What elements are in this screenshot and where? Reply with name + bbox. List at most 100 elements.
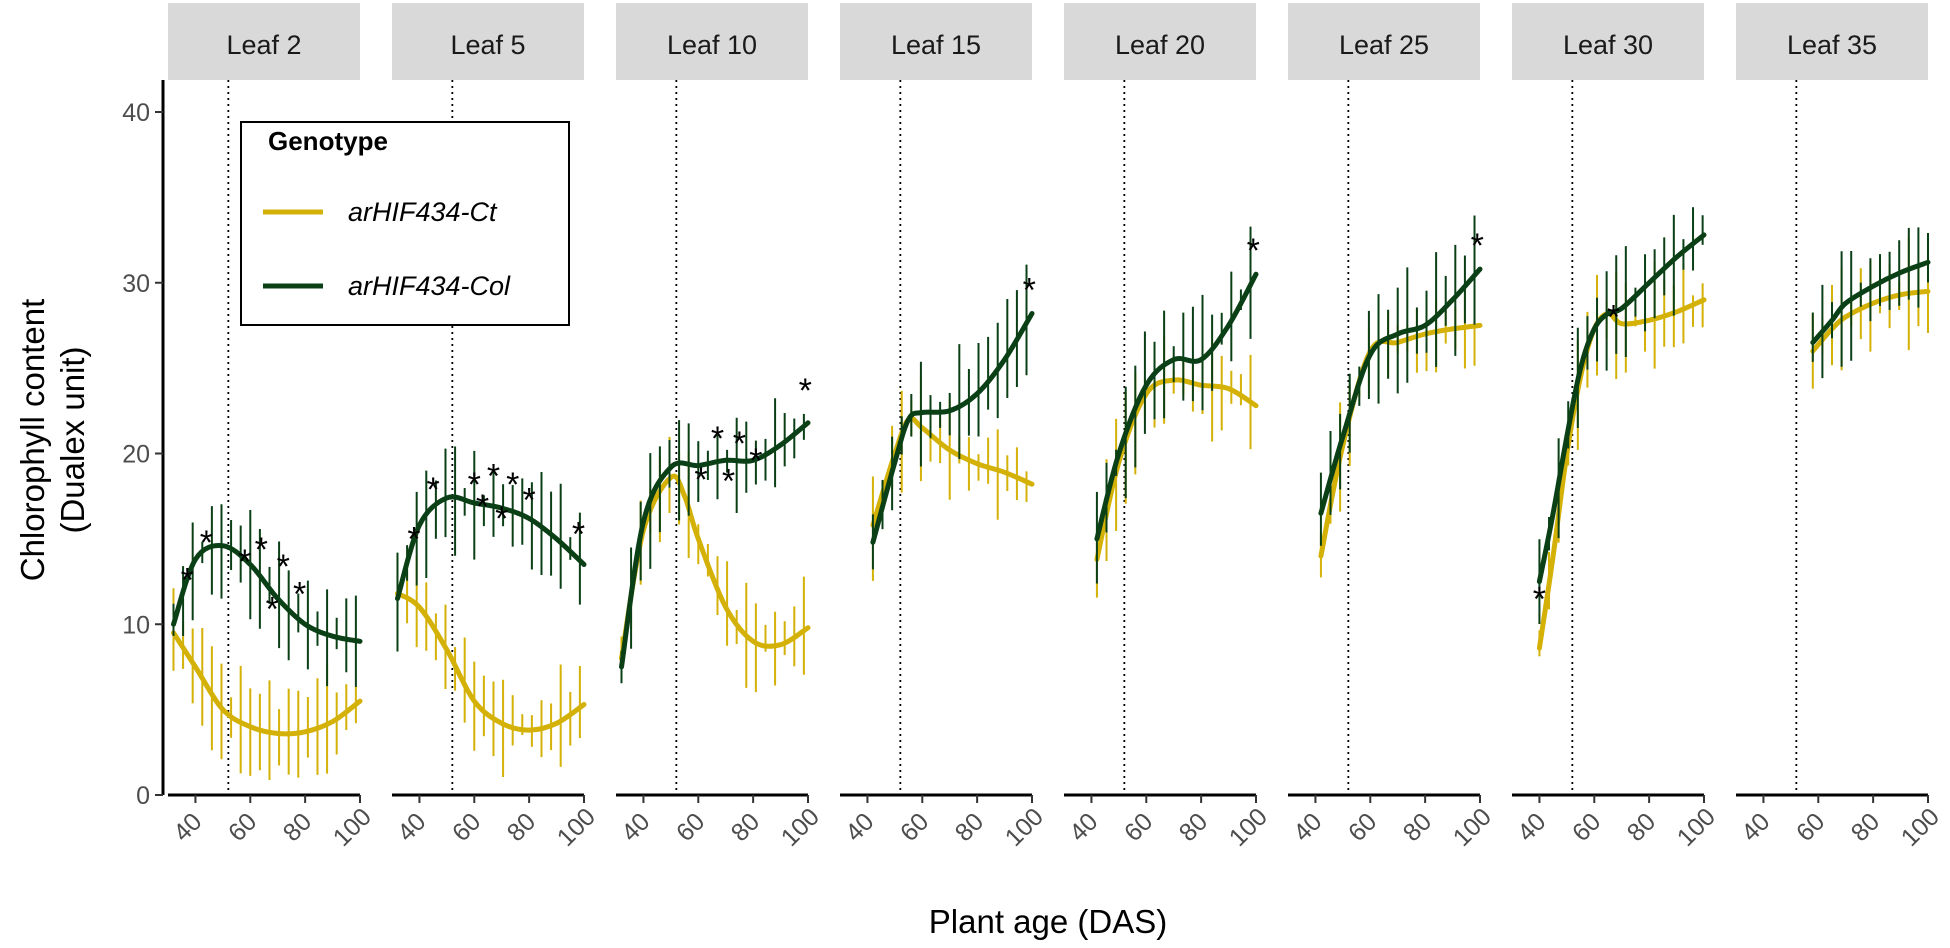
- series-line: [870, 415, 1035, 528]
- series-arhif434-col: [870, 264, 1035, 570]
- y-tick-label: 40: [122, 99, 150, 127]
- x-tick-label: 60: [671, 808, 710, 847]
- significance-star: *: [1471, 227, 1484, 265]
- series-arhif434-col: [171, 504, 363, 687]
- significance-star: *: [468, 466, 481, 504]
- series-arhif434-col: [1094, 226, 1259, 584]
- significance-star: *: [293, 575, 306, 613]
- significance-star: *: [200, 524, 213, 562]
- legend-entry-label: arHIF434-Ct: [348, 197, 498, 227]
- significance-star: *: [1247, 232, 1260, 270]
- significance-star: *: [407, 521, 420, 559]
- panel-leaf-20: Leaf 20 40 60 80 100 *: [1064, 3, 1273, 852]
- legend-title: Genotype: [268, 126, 388, 156]
- x-tick-label: 100: [1672, 803, 1721, 852]
- x-tick-label: 80: [1398, 808, 1437, 847]
- facet-strip: [840, 3, 1032, 80]
- series-arhif434-ct: [1094, 336, 1259, 598]
- significance-star: *: [495, 500, 508, 538]
- panel-leaf-35: Leaf 35 40 60 80 100: [1736, 3, 1945, 852]
- facet-strip: [1064, 3, 1256, 80]
- legend-entry-label: arHIF434-Col: [348, 271, 511, 301]
- x-tick-label: 40: [1736, 808, 1775, 847]
- x-tick-label: 80: [726, 808, 765, 847]
- y-axis-title-line: Chlorophyll content: [14, 299, 51, 582]
- facet-label: Leaf 5: [450, 30, 525, 60]
- x-tick-label: 60: [223, 808, 262, 847]
- x-tick-label: 40: [392, 808, 431, 847]
- series-line: [171, 543, 363, 644]
- series-line: [395, 591, 587, 733]
- series-line: [1094, 271, 1259, 542]
- facet-strip: [392, 3, 584, 80]
- significance-star: *: [277, 548, 290, 586]
- x-tick-label: 40: [840, 808, 879, 847]
- facet-label: Leaf 30: [1563, 30, 1653, 60]
- y-tick-label: 30: [122, 270, 150, 298]
- series-arhif434-col: [619, 398, 811, 684]
- series-line: [619, 420, 811, 670]
- x-tick-label: 60: [895, 808, 934, 847]
- x-tick-label: 80: [1174, 808, 1213, 847]
- significance-star: *: [266, 591, 279, 629]
- x-tick-label: 40: [1288, 808, 1327, 847]
- significance-star: *: [572, 516, 585, 554]
- significance-star: *: [238, 543, 251, 581]
- significance-star: *: [506, 466, 519, 504]
- significance-star: *: [255, 531, 268, 569]
- significance-star: *: [487, 457, 500, 495]
- significance-star: *: [181, 562, 194, 600]
- facet-strip: [1512, 3, 1704, 80]
- x-tick-label: 60: [1119, 808, 1158, 847]
- series-arhif434-ct: [870, 373, 1035, 581]
- series-arhif434-col: [1810, 227, 1931, 379]
- panel-leaf-5: Leaf 540 60 80 100** ***** **: [392, 3, 601, 852]
- facet-label: Leaf 35: [1787, 30, 1877, 60]
- series-line: [870, 311, 1035, 545]
- x-tick-label: 60: [447, 808, 486, 847]
- significance-star: *: [1533, 580, 1546, 618]
- series-arhif434-col: [1318, 215, 1483, 546]
- x-axis-title: Plant age (DAS): [929, 903, 1167, 940]
- y-axis: 0 10 20 30 40: [122, 80, 165, 810]
- series-line: [1810, 259, 1931, 345]
- x-tick-label: 60: [1567, 808, 1606, 847]
- series-line: [1318, 322, 1483, 559]
- x-tick-label: 100: [1448, 803, 1497, 852]
- facet-label: Leaf 20: [1115, 30, 1205, 60]
- panel-leaf-15: Leaf 15 40 60 80 100 *: [840, 3, 1049, 852]
- significance-star: *: [694, 461, 707, 499]
- x-tick-label: 40: [616, 808, 655, 847]
- significance-star: *: [427, 471, 440, 509]
- significance-star: *: [1023, 271, 1036, 309]
- significance-star: *: [799, 372, 812, 410]
- x-tick-label: 100: [776, 803, 825, 852]
- panel-leaf-30: Leaf 30 40 60 80 100 * *: [1512, 3, 1721, 852]
- x-tick-label: 100: [552, 803, 601, 852]
- series-arhif434-col: [1536, 207, 1707, 625]
- x-tick-label: 80: [502, 808, 541, 847]
- significance-star: *: [722, 463, 735, 501]
- x-tick-label: 100: [1896, 803, 1945, 852]
- significance-star: *: [749, 442, 762, 480]
- series-line: [171, 630, 363, 737]
- y-tick-label: 20: [122, 441, 150, 469]
- significance-star: *: [476, 488, 489, 526]
- significance-star: *: [1607, 299, 1620, 337]
- x-tick-label: 40: [168, 808, 207, 847]
- facet-strip: [616, 3, 808, 80]
- series-line: [1810, 288, 1931, 354]
- x-tick-label: 100: [1000, 803, 1049, 852]
- x-tick-label: 60: [1791, 808, 1830, 847]
- series-line: [1318, 266, 1483, 516]
- x-tick-label: 80: [1846, 808, 1885, 847]
- series-arhif434-ct: [395, 553, 587, 778]
- x-tick-label: 100: [1224, 803, 1273, 852]
- x-tick-label: 40: [1064, 808, 1103, 847]
- facet-label: Leaf 10: [667, 30, 757, 60]
- facet-strip: [1288, 3, 1480, 80]
- y-axis-title-line: (Dualex unit): [54, 346, 91, 533]
- series-line: [395, 494, 587, 602]
